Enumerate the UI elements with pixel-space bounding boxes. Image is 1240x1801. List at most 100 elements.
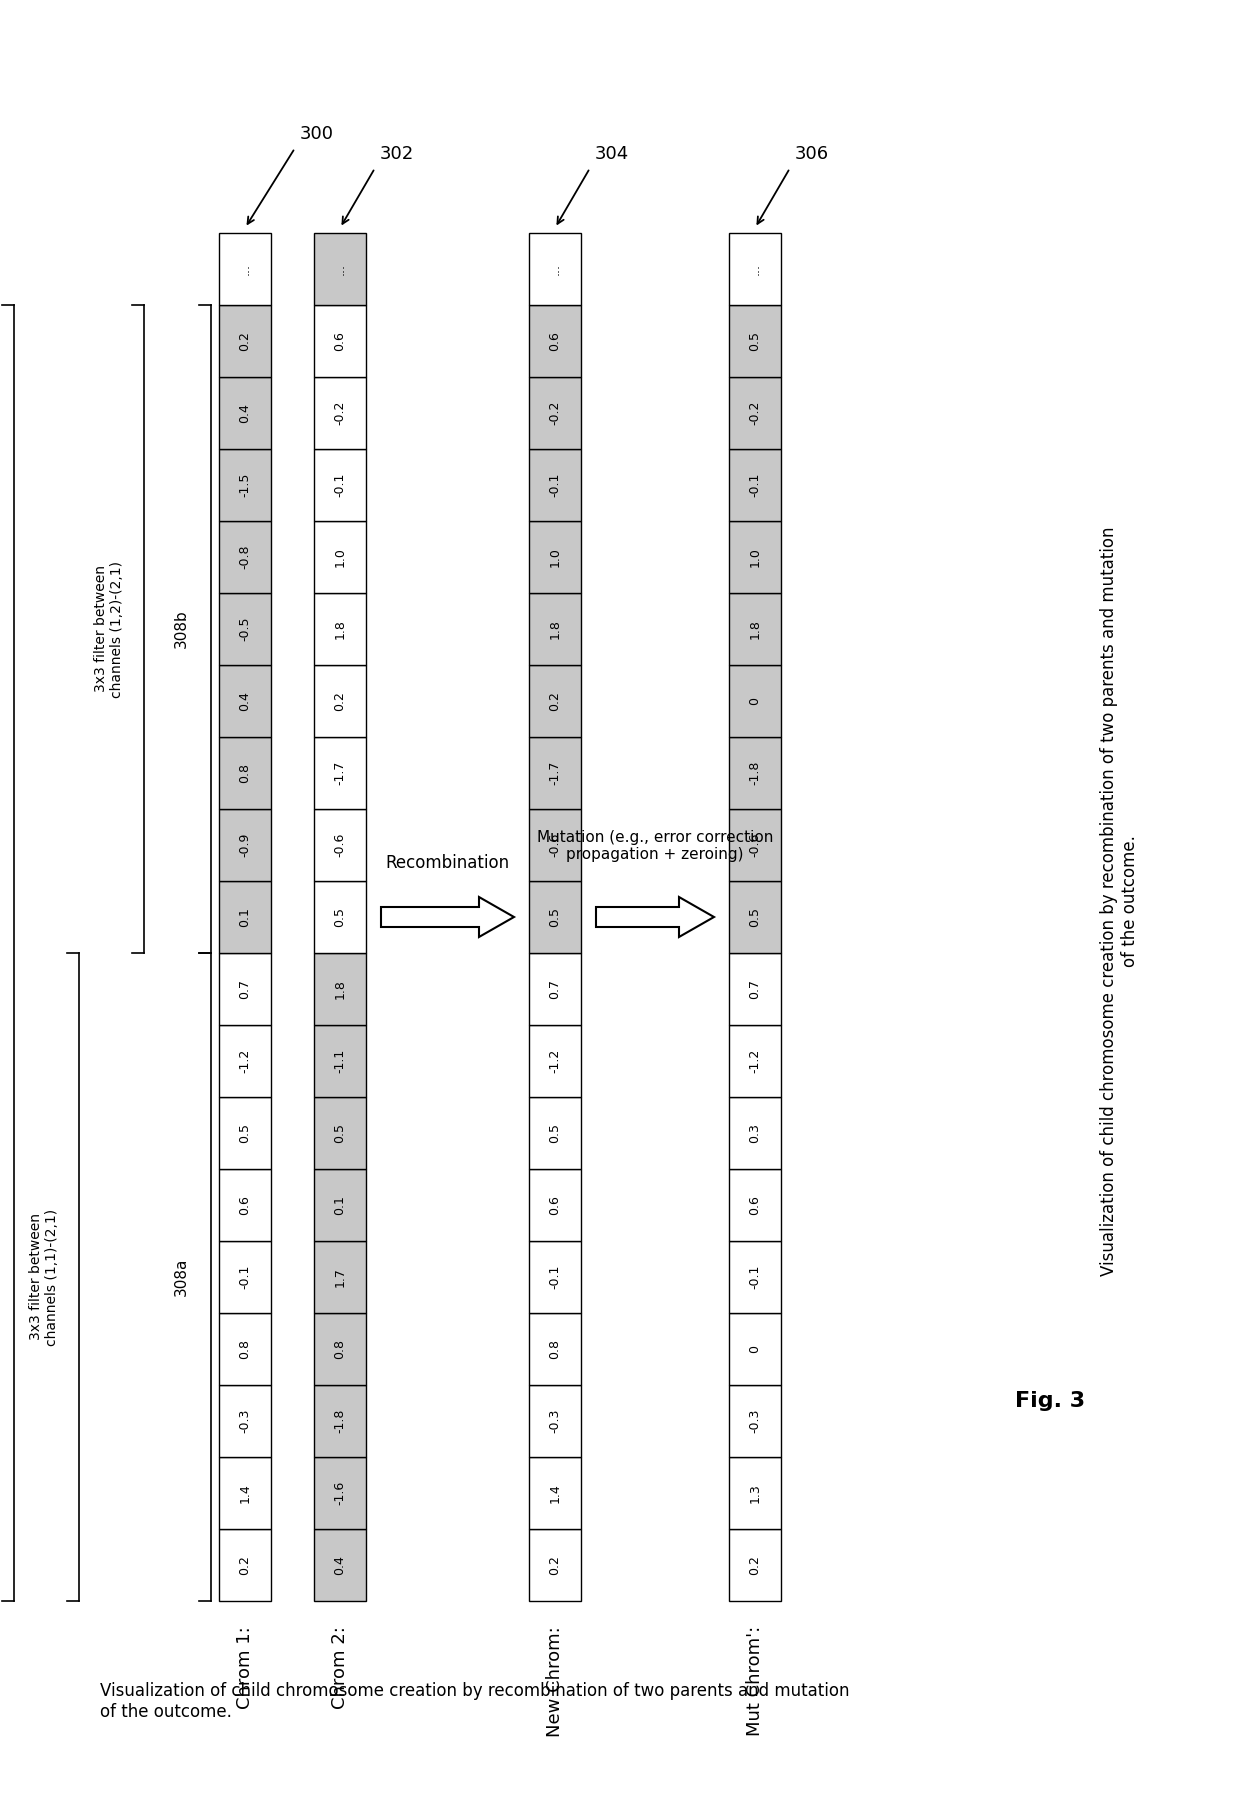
Text: 0.6: 0.6	[548, 1196, 562, 1216]
Text: -0.1: -0.1	[749, 474, 761, 497]
Text: ...: ...	[238, 263, 252, 276]
Text: 0.3: 0.3	[749, 1124, 761, 1144]
Text: 3x3 filter between
channels (1,2)-(2,1): 3x3 filter between channels (1,2)-(2,1)	[94, 560, 124, 697]
Text: -0.3: -0.3	[548, 1408, 562, 1434]
Text: -1.2: -1.2	[749, 1048, 761, 1073]
Text: 0.1: 0.1	[334, 1196, 346, 1216]
Bar	[529, 232, 582, 304]
Text: Visualization of child chromosome creation by recombination of two parents and m: Visualization of child chromosome creati…	[1100, 526, 1138, 1275]
Text: 0.8: 0.8	[334, 1338, 346, 1360]
Bar	[219, 1313, 272, 1385]
Text: -0.6: -0.6	[548, 832, 562, 857]
Text: 1.8: 1.8	[334, 980, 346, 1000]
Text: -1.1: -1.1	[334, 1048, 346, 1073]
Text: 0.1: 0.1	[238, 908, 252, 928]
Text: -1.7: -1.7	[548, 760, 562, 785]
Bar	[314, 1529, 366, 1601]
Text: 1.4: 1.4	[548, 1484, 562, 1502]
Bar	[729, 1457, 781, 1529]
Text: 0.6: 0.6	[548, 331, 562, 351]
Text: Fig. 3: Fig. 3	[1014, 1390, 1085, 1410]
Text: 0: 0	[749, 697, 761, 704]
Bar	[314, 881, 366, 953]
Bar	[729, 953, 781, 1025]
Bar	[219, 232, 272, 304]
Bar	[529, 953, 582, 1025]
Text: -0.2: -0.2	[334, 402, 346, 425]
Bar	[314, 1241, 366, 1313]
Text: 0.5: 0.5	[334, 908, 346, 928]
Text: 0.7: 0.7	[749, 980, 761, 1000]
Text: 1.3: 1.3	[749, 1484, 761, 1502]
Bar	[529, 304, 582, 376]
Text: 0.5: 0.5	[548, 908, 562, 928]
Text: 0.5: 0.5	[749, 908, 761, 928]
Text: -0.8: -0.8	[238, 544, 252, 569]
Text: 0.8: 0.8	[548, 1338, 562, 1360]
Bar	[219, 376, 272, 448]
Bar	[729, 232, 781, 304]
Text: 0.5: 0.5	[749, 331, 761, 351]
Bar	[729, 881, 781, 953]
Text: 0.4: 0.4	[238, 403, 252, 423]
Text: 0.6: 0.6	[749, 1196, 761, 1216]
Bar	[314, 593, 366, 665]
Text: 308b: 308b	[174, 609, 188, 648]
Text: 0.5: 0.5	[334, 1124, 346, 1144]
Text: 0.4: 0.4	[334, 1554, 346, 1574]
Bar	[314, 376, 366, 448]
Text: 1.0: 1.0	[334, 548, 346, 567]
Text: -0.3: -0.3	[238, 1408, 252, 1434]
Text: -1.8: -1.8	[749, 760, 761, 785]
Text: -0.2: -0.2	[548, 402, 562, 425]
Bar	[314, 304, 366, 376]
Text: Chrom 1:: Chrom 1:	[236, 1626, 254, 1709]
Text: 0.6: 0.6	[238, 1196, 252, 1216]
Bar	[529, 1241, 582, 1313]
Bar	[314, 1097, 366, 1169]
Bar	[314, 809, 366, 881]
Text: 0.4: 0.4	[238, 692, 252, 711]
Bar	[529, 448, 582, 520]
Bar	[729, 1313, 781, 1385]
Bar	[729, 1169, 781, 1241]
Text: Chrom 2:: Chrom 2:	[331, 1626, 348, 1709]
Text: 300: 300	[300, 124, 334, 142]
Bar	[729, 593, 781, 665]
Bar	[219, 1457, 272, 1529]
Text: 0.5: 0.5	[548, 1124, 562, 1144]
Text: -0.3: -0.3	[749, 1408, 761, 1434]
Bar	[729, 304, 781, 376]
Bar	[529, 1169, 582, 1241]
Text: Recombination: Recombination	[386, 854, 510, 872]
Text: -1.2: -1.2	[238, 1048, 252, 1073]
Bar	[729, 520, 781, 593]
Text: 0.2: 0.2	[548, 1554, 562, 1574]
Text: 1.8: 1.8	[334, 620, 346, 639]
Text: Visualization of child chromosome creation by recombination of two parents and m: Visualization of child chromosome creati…	[100, 1682, 849, 1722]
Bar	[529, 593, 582, 665]
Bar	[219, 737, 272, 809]
Bar	[729, 1385, 781, 1457]
Bar	[529, 737, 582, 809]
Text: 0.2: 0.2	[749, 1554, 761, 1574]
Bar	[729, 1529, 781, 1601]
Bar	[314, 737, 366, 809]
Bar	[729, 1241, 781, 1313]
Text: 0.2: 0.2	[334, 692, 346, 711]
Bar	[219, 881, 272, 953]
Text: 1.7: 1.7	[334, 1268, 346, 1288]
Text: 0.6: 0.6	[334, 331, 346, 351]
Bar	[314, 1457, 366, 1529]
Text: 302: 302	[379, 146, 414, 164]
Bar	[219, 1025, 272, 1097]
Text: 3x3 filter between
channels (1,1)-(2,1): 3x3 filter between channels (1,1)-(2,1)	[29, 1208, 60, 1345]
Text: 0.7: 0.7	[238, 980, 252, 1000]
Text: 306: 306	[795, 146, 830, 164]
Text: ...: ...	[548, 263, 562, 276]
Bar	[729, 809, 781, 881]
Bar	[219, 809, 272, 881]
Text: 0.5: 0.5	[238, 1124, 252, 1144]
Text: ...: ...	[334, 263, 346, 276]
Text: 0: 0	[749, 1345, 761, 1353]
